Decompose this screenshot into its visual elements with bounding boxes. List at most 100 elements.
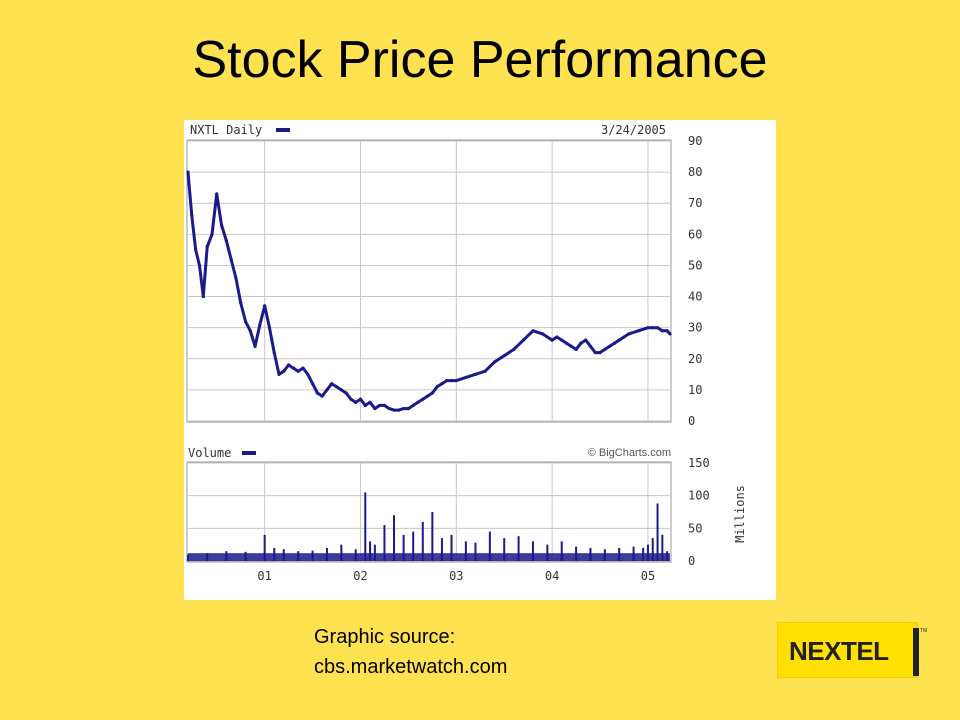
price-y-ticks: 0 10 20 30 40 50 60 70 80 90 [688, 134, 702, 428]
price-data-point [287, 363, 291, 367]
volume-bar [488, 531, 491, 561]
price-y-tick-label: 30 [688, 321, 702, 335]
price-chart-title: NXTL Daily [190, 123, 262, 137]
price-data-point [320, 394, 324, 398]
volume-baseline-band [188, 553, 670, 561]
price-data-point [646, 326, 650, 330]
volume-bar [642, 547, 645, 561]
volume-legend-swatch [242, 451, 256, 455]
volume-bar [603, 549, 606, 561]
volume-bar [297, 551, 300, 561]
price-data-point [416, 400, 420, 404]
price-data-point [349, 397, 353, 401]
price-data-point [540, 332, 545, 336]
x-tick-label: 04 [545, 569, 559, 583]
volume-y-tick-label: 150 [688, 456, 710, 470]
volume-bar [560, 541, 563, 561]
volume-bar [651, 538, 654, 561]
volume-bar [546, 544, 549, 561]
price-y-tick-label: 60 [688, 227, 702, 241]
price-data-point [560, 338, 564, 342]
price-data-point [186, 170, 190, 174]
price-data-point [382, 403, 387, 408]
volume-y-tick-label: 100 [688, 489, 710, 503]
slide-title: Stock Price Performance [192, 31, 768, 89]
price-chart-date: 3/24/2005 [601, 123, 666, 137]
price-data-point [368, 400, 372, 404]
volume-bar [589, 547, 592, 561]
price-data-point [358, 397, 363, 401]
price-y-tick-label: 40 [688, 290, 702, 304]
price-data-point [574, 347, 578, 352]
price-data-point [387, 406, 391, 411]
x-tick-label: 03 [449, 569, 463, 583]
chart-credit: © BigCharts.com [588, 447, 671, 459]
volume-bar [263, 534, 266, 561]
volume-bar [412, 531, 415, 561]
price-data-point [258, 322, 262, 327]
x-axis-ticks: 01 02 03 04 05 [257, 569, 655, 583]
price-data-point [194, 248, 198, 252]
volume-bar [431, 512, 434, 561]
price-data-point [339, 388, 343, 392]
price-data-point [224, 238, 228, 243]
price-data-point [569, 344, 573, 348]
price-data-point [612, 341, 617, 345]
volume-bar [373, 544, 376, 561]
price-data-point [310, 382, 315, 386]
price-data-point [598, 350, 602, 355]
price-y-tick-label: 10 [688, 383, 702, 397]
volume-bar [666, 551, 669, 561]
price-data-point [493, 360, 497, 364]
price-data-point [301, 366, 305, 370]
price-data-point [406, 406, 410, 411]
volume-bar [474, 542, 477, 561]
price-data-point [190, 214, 194, 218]
price-data-point [205, 245, 209, 249]
volume-bar [282, 549, 285, 561]
price-data-point [239, 301, 243, 305]
price-data-point [531, 329, 535, 333]
volume-bar [273, 547, 276, 561]
price-data-point [668, 332, 672, 336]
price-data-point [593, 350, 597, 355]
volume-bar [531, 541, 534, 561]
volume-bar [402, 534, 405, 561]
price-data-point [603, 347, 607, 352]
volume-bar [421, 521, 424, 561]
price-plot-frame [186, 139, 672, 423]
price-data-point [588, 344, 593, 348]
volume-bar [661, 534, 664, 561]
price-data-point [651, 326, 655, 330]
price-data-point [201, 294, 205, 299]
price-data-point [282, 369, 286, 373]
price-data-point [660, 329, 664, 333]
graphic-source: Graphic source: cbs.marketwatch.com [314, 622, 507, 682]
price-data-point [449, 378, 454, 383]
price-data-point [219, 223, 224, 227]
x-tick-label: 01 [257, 569, 271, 583]
volume-bar [632, 546, 635, 561]
price-data-point [521, 338, 525, 342]
price-data-point [325, 388, 329, 392]
price-series [186, 170, 672, 412]
price-data-point [636, 329, 640, 333]
price-data-point [655, 326, 660, 330]
price-data-point [277, 372, 281, 376]
price-data-point [267, 326, 272, 330]
volume-y-tick-label: 0 [688, 554, 695, 568]
volume-bar [244, 551, 247, 561]
volume-bar [383, 525, 386, 561]
price-data-point [291, 366, 296, 370]
source-url: cbs.marketwatch.com [314, 656, 508, 678]
volume-bar [618, 547, 621, 561]
price-y-tick-label: 70 [688, 196, 702, 210]
price-data-point [564, 341, 569, 345]
price-data-point [373, 406, 377, 411]
volume-y-axis-label: Millions [733, 485, 747, 543]
volume-bar [225, 551, 228, 561]
price-y-tick-label: 90 [688, 134, 702, 148]
volume-bar [354, 549, 357, 561]
